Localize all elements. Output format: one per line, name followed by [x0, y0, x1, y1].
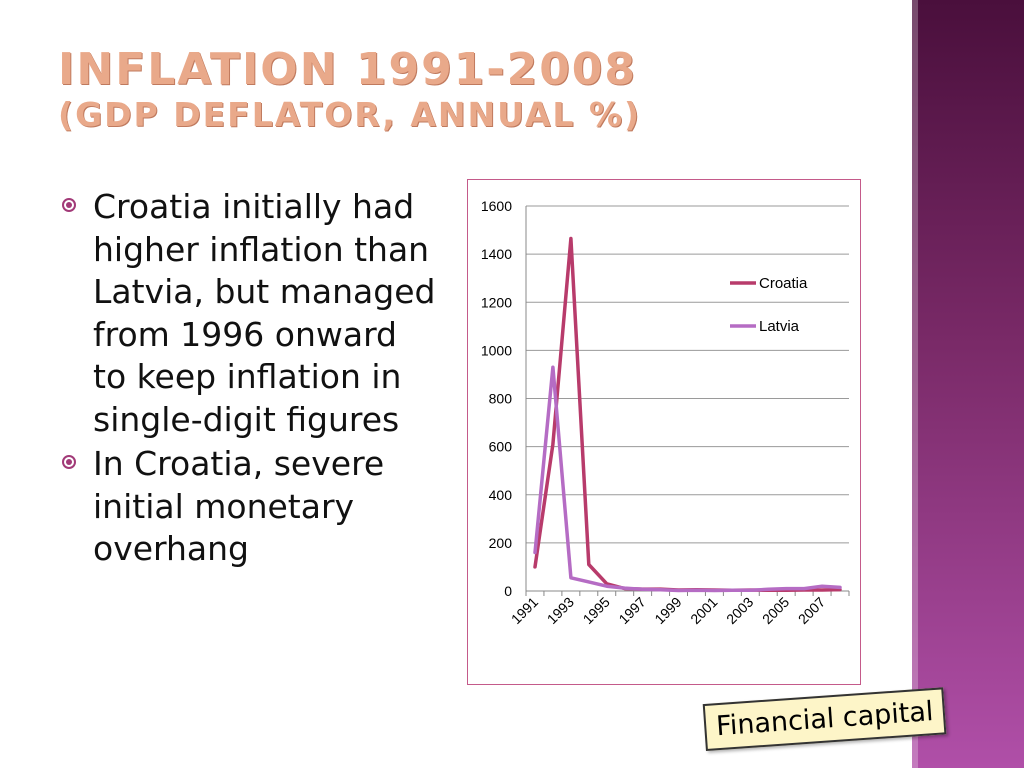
y-tick-label: 600: [489, 439, 513, 455]
bullet-item: In Croatia, severe initial monetary over…: [60, 443, 440, 571]
title-line-2: (GDP DEFLATOR, ANNUAL %): [58, 95, 642, 134]
y-tick-label: 200: [489, 535, 513, 551]
x-tick-label: 2005: [759, 594, 792, 627]
bullet-list: Croatia initially had higher inflation t…: [60, 186, 440, 573]
bullet-text: In Croatia, severe initial monetary over…: [93, 444, 385, 568]
financial-capital-tag: Financial capital: [702, 687, 947, 751]
circle-bullet-icon: [62, 198, 76, 212]
decorative-side-band: [912, 0, 1024, 768]
title-line-1: INFLATION 1991-2008: [58, 44, 638, 95]
y-tick-label: 400: [489, 487, 513, 503]
inflation-chart: 0 200 400 600 800 1000 1200 1400 1600 1991 1993 199…: [467, 179, 861, 685]
x-tick-label: 2007: [795, 594, 828, 627]
x-tick-label: 1993: [544, 594, 577, 627]
y-tick-label: 1600: [481, 198, 512, 214]
x-tick-label: 1997: [615, 594, 648, 627]
legend-label-latvia: Latvia: [759, 318, 800, 335]
circle-bullet-icon: [62, 455, 76, 469]
series-line-latvia: [533, 365, 842, 593]
x-tick-label: 1999: [651, 594, 684, 627]
y-tick-label: 1000: [481, 342, 512, 358]
y-tick-label: 0: [504, 583, 512, 599]
y-tick-label: 1200: [481, 294, 512, 310]
bullet-text: Croatia initially had higher inflation t…: [93, 187, 436, 439]
y-tick-label: 1400: [481, 246, 512, 262]
x-tick-label: 2001: [687, 594, 720, 627]
x-tick-label: 1991: [508, 594, 541, 627]
x-tick-label: 2003: [723, 594, 756, 627]
legend-label-croatia: Croatia: [759, 275, 808, 292]
y-tick-label: 800: [489, 391, 513, 407]
bullet-item: Croatia initially had higher inflation t…: [60, 186, 440, 441]
slide-title: INFLATION 1991-2008 (GDP DEFLATOR, ANNUA…: [58, 44, 642, 134]
x-tick-label: 1995: [580, 594, 613, 627]
